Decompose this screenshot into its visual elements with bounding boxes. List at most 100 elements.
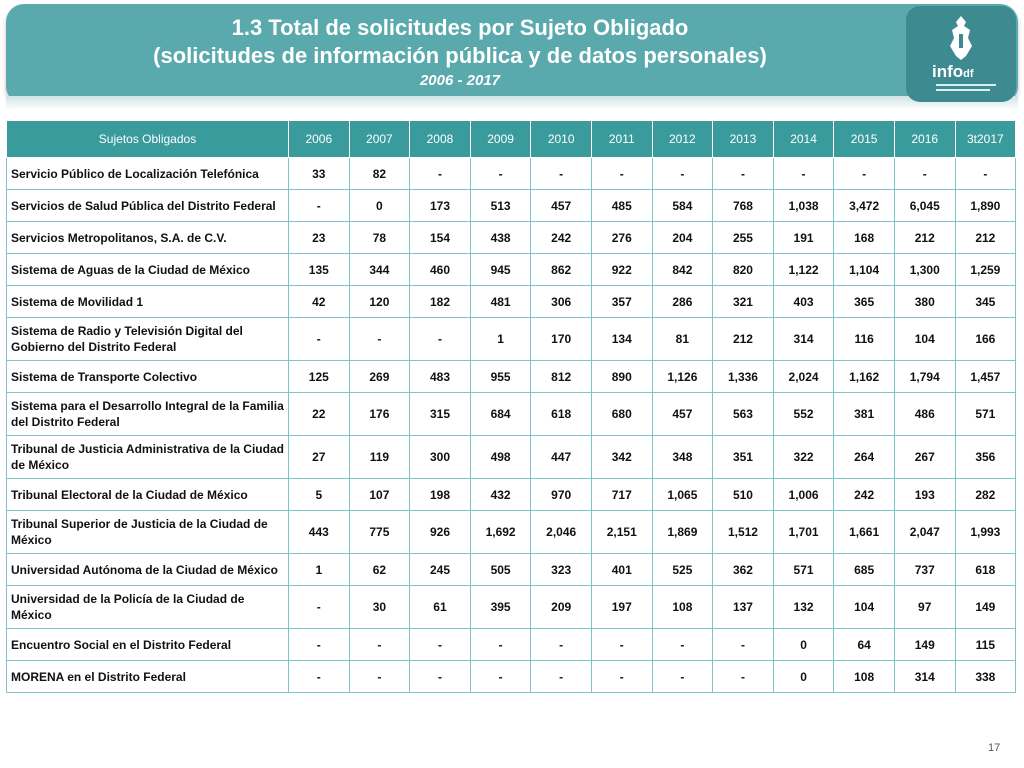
- value-cell: 168: [833, 221, 895, 254]
- entity-name-cell: Servicios Metropolitanos, S.A. de C.V.: [6, 221, 289, 254]
- value-cell: -: [712, 660, 774, 693]
- value-cell: 108: [651, 585, 714, 629]
- value-cell: 1,993: [954, 510, 1017, 554]
- value-cell: 198: [409, 478, 471, 511]
- value-cell: 571: [772, 553, 835, 586]
- value-cell: 457: [651, 392, 714, 436]
- column-header-year: 2015: [833, 120, 895, 158]
- value-cell: 314: [772, 317, 835, 361]
- table-row: Sistema de Aguas de la Ciudad de México 1…: [6, 253, 1017, 286]
- entity-name-cell: Universidad Autónoma de la Ciudad de Méx…: [6, 553, 289, 586]
- value-cell: 922: [590, 253, 653, 286]
- value-cell: -: [288, 628, 350, 661]
- entity-name-cell: Sistema para el Desarrollo Integral de l…: [6, 392, 289, 436]
- column-header-year: 2012: [651, 120, 714, 158]
- value-cell: 30: [348, 585, 411, 629]
- value-cell: 212: [712, 317, 774, 361]
- value-cell: 381: [833, 392, 895, 436]
- value-cell: 255: [712, 221, 774, 254]
- value-cell: 498: [469, 435, 532, 479]
- value-cell: 212: [893, 221, 956, 254]
- table-row: Sistema de Movilidad 1 42 120 182 481 306 357 2…: [6, 285, 1017, 318]
- value-cell: 955: [469, 360, 532, 393]
- value-cell: 209: [530, 585, 592, 629]
- table-row: Sistema de Transporte Colectivo 125 269 483…: [6, 360, 1017, 393]
- value-cell: 62: [348, 553, 411, 586]
- value-cell: 344: [348, 253, 411, 286]
- value-cell: 6,045: [893, 189, 956, 222]
- value-cell: 149: [893, 628, 956, 661]
- value-cell: 204: [651, 221, 714, 254]
- value-cell: -: [288, 585, 350, 629]
- value-cell: -: [651, 660, 714, 693]
- value-cell: 193: [893, 478, 956, 511]
- logo-wordmark: infodf: [932, 62, 974, 81]
- value-cell: 505: [469, 553, 532, 586]
- value-cell: 356: [954, 435, 1017, 479]
- value-cell: 108: [833, 660, 895, 693]
- table-header-row: Sujetos Obligados 2006 2007 2008 2009 2010 201…: [6, 120, 1017, 158]
- banner-shadow-strip: [6, 96, 1018, 110]
- column-header-year: 2016: [893, 120, 956, 158]
- value-cell: 116: [833, 317, 895, 361]
- table-row: Encuentro Social en el Distrito Federal -…: [6, 628, 1017, 661]
- value-cell: 447: [530, 435, 592, 479]
- entity-name-cell: Sistema de Radio y Televisión Digital de…: [6, 317, 289, 361]
- value-cell: -: [409, 628, 471, 661]
- value-cell: 1,300: [893, 253, 956, 286]
- table-body: Servicio Público de Localización Telefón…: [6, 157, 1017, 693]
- value-cell: 173: [409, 189, 471, 222]
- value-cell: 457: [530, 189, 592, 222]
- value-cell: 306: [530, 285, 592, 318]
- value-cell: 149: [954, 585, 1017, 629]
- value-cell: 135: [288, 253, 350, 286]
- value-cell: 97: [893, 585, 956, 629]
- infodf-logo: infodf: [906, 6, 1016, 102]
- value-cell: 513: [469, 189, 532, 222]
- value-cell: -: [409, 317, 471, 361]
- value-cell: 170: [530, 317, 592, 361]
- value-cell: 197: [590, 585, 653, 629]
- value-cell: 276: [590, 221, 653, 254]
- value-cell: -: [651, 628, 714, 661]
- value-cell: 775: [348, 510, 411, 554]
- entity-name-cell: Sistema de Aguas de la Ciudad de México: [6, 253, 289, 286]
- value-cell: 481: [469, 285, 532, 318]
- value-cell: 717: [590, 478, 653, 511]
- value-cell: -: [833, 157, 895, 190]
- value-cell: 115: [954, 628, 1017, 661]
- value-cell: -: [469, 157, 532, 190]
- value-cell: 348: [651, 435, 714, 479]
- value-cell: 351: [712, 435, 774, 479]
- value-cell: 81: [651, 317, 714, 361]
- value-cell: 345: [954, 285, 1017, 318]
- value-cell: 1,512: [712, 510, 774, 554]
- value-cell: 460: [409, 253, 471, 286]
- slide-title: 1.3 Total de solicitudes por Sujeto Obli…: [20, 14, 900, 92]
- value-cell: 64: [833, 628, 895, 661]
- value-cell: 890: [590, 360, 653, 393]
- value-cell: 510: [712, 478, 774, 511]
- table-row: Tribunal Superior de Justicia de la Ciud…: [6, 510, 1017, 554]
- value-cell: 134: [590, 317, 653, 361]
- column-header-year: 2009: [469, 120, 532, 158]
- value-cell: 33: [288, 157, 350, 190]
- value-cell: -: [712, 628, 774, 661]
- value-cell: -: [288, 189, 350, 222]
- value-cell: -: [590, 660, 653, 693]
- value-cell: 486: [893, 392, 956, 436]
- value-cell: 245: [409, 553, 471, 586]
- value-cell: 1: [288, 553, 350, 586]
- column-header-year: 2007: [348, 120, 411, 158]
- value-cell: 552: [772, 392, 835, 436]
- title-line-1: 1.3 Total de solicitudes por Sujeto Obli…: [231, 15, 689, 40]
- title-period: 2006 - 2017: [419, 72, 501, 89]
- value-cell: 137: [712, 585, 774, 629]
- value-cell: 362: [712, 553, 774, 586]
- value-cell: -: [288, 660, 350, 693]
- value-cell: 1,126: [651, 360, 714, 393]
- title-banner: [6, 4, 1018, 104]
- value-cell: 2,047: [893, 510, 956, 554]
- value-cell: 321: [712, 285, 774, 318]
- value-cell: -: [590, 157, 653, 190]
